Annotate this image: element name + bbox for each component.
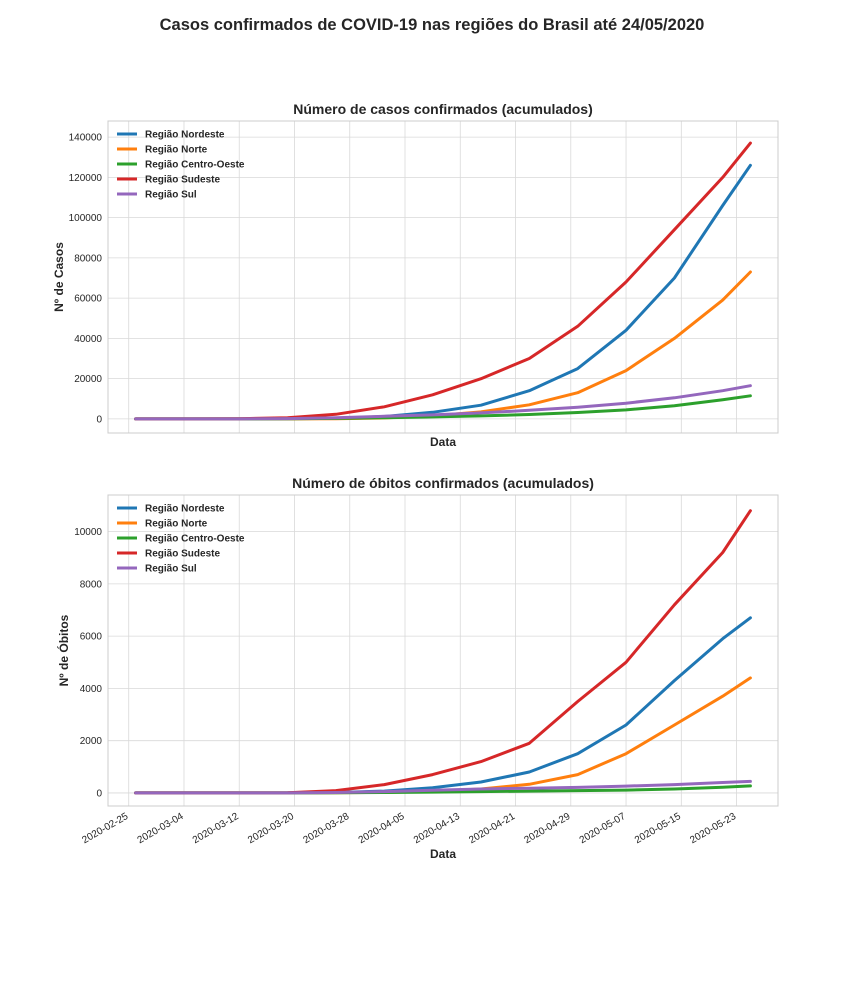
plot-area	[108, 121, 778, 433]
x-tick-label: 2020-05-07	[578, 811, 628, 846]
y-tick-label: 0	[96, 414, 102, 425]
legend-label: Região Sul	[145, 564, 197, 575]
y-tick-label: 0	[96, 788, 102, 799]
plot-frame	[107, 494, 779, 807]
y-tick-label: 2000	[80, 736, 103, 747]
y-tick-label: 4000	[80, 684, 103, 695]
plot-area	[108, 495, 778, 806]
x-tick-label: 2020-04-29	[522, 811, 572, 846]
y-tick-label: 100000	[69, 213, 103, 224]
x-tick-label: 2020-04-13	[412, 811, 462, 846]
figure-title: Casos confirmados de COVID-19 nas regiõe…	[159, 16, 705, 34]
y-tick-label: 10000	[74, 527, 102, 538]
legend-label: Região Centro-Oeste	[145, 160, 245, 171]
chart-title: Número de casos confirmados (acumulados)	[293, 101, 593, 117]
x-tick-label: 2020-04-05	[357, 811, 407, 846]
legend: Região Nordeste Região Norte Região Centro…	[117, 504, 245, 575]
x-tick-label: 2020-03-28	[301, 811, 351, 846]
x-tick-label: 2020-03-20	[246, 811, 296, 846]
legend-label: Região Nordeste	[145, 130, 225, 141]
y-axis-label: Nº de Óbitos	[56, 614, 71, 686]
legend-label: Região Nordeste	[145, 504, 225, 515]
x-tick-label: 2020-03-12	[191, 811, 241, 846]
legend-label: Região Norte	[145, 519, 208, 530]
x-tick-label: 2020-04-21	[467, 811, 517, 846]
series-line-regi-o-sul	[134, 384, 752, 421]
legend-label: Região Sul	[145, 190, 197, 201]
y-tick-label: 8000	[80, 579, 103, 590]
legend: Região Nordeste Região Norte Região Centro…	[117, 130, 245, 201]
y-tick-label: 6000	[80, 632, 103, 643]
y-tick-label: 140000	[69, 133, 103, 144]
y-tick-label: 120000	[69, 173, 103, 184]
plot-frame	[107, 120, 779, 434]
x-axis-label: Data	[430, 847, 456, 861]
x-axis-label: Data	[430, 435, 456, 449]
legend-label: Região Sudeste	[145, 549, 220, 560]
y-tick-label: 20000	[74, 374, 102, 385]
chart-title: Número de óbitos confirmados (acumulados…	[292, 475, 594, 491]
x-tick-label: 2020-02-25	[80, 811, 130, 846]
y-tick-label: 40000	[74, 334, 102, 345]
x-tick-label: 2020-03-04	[136, 811, 186, 846]
y-axis-label: Nº de Casos	[52, 242, 66, 312]
chart-panel-1: 0 20000 40000 60000 80000 100000 120000 140000 N…	[52, 101, 779, 449]
x-tick-label: 2020-05-23	[688, 811, 738, 846]
legend-label: Região Centro-Oeste	[145, 534, 245, 545]
y-tick-label: 80000	[74, 253, 102, 264]
legend-label: Região Sudeste	[145, 175, 220, 186]
series-line-regi-o-sul	[134, 779, 752, 795]
x-tick-label: 2020-05-15	[633, 811, 683, 846]
legend-label: Região Norte	[145, 145, 208, 156]
y-tick-label: 60000	[74, 294, 102, 305]
